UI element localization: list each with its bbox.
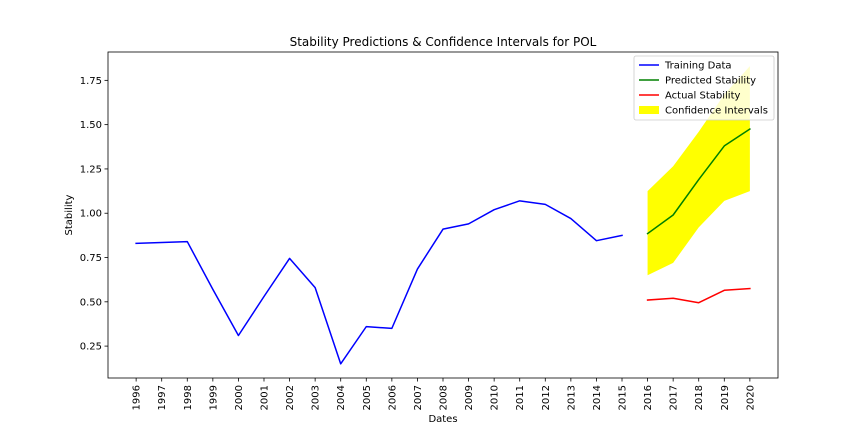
y-tick-label: 1.25 (80, 164, 102, 175)
x-tick-label: 2005 (362, 385, 373, 410)
x-tick-label: 2006 (387, 385, 398, 410)
x-tick-label: 2004 (336, 385, 347, 410)
legend-label: Confidence Intervals (665, 106, 768, 117)
x-tick-label: 1998 (183, 385, 194, 410)
y-tick-label: 1.75 (80, 76, 102, 87)
series-line-2 (646, 287, 751, 304)
x-tick-label: 2013 (566, 385, 577, 410)
x-tick-label: 2010 (490, 385, 501, 410)
y-tick-label: 0.25 (80, 342, 102, 353)
legend-box (633, 55, 775, 121)
legend-label: Predicted Stability (665, 76, 756, 87)
x-tick-label: 2007 (413, 385, 424, 410)
x-tick-label: 2018 (694, 385, 705, 410)
x-axis: 1996 1997 1998 1999 2000 2001 2002 2003 2004 2005… (132, 378, 756, 410)
x-tick-label: 2011 (515, 385, 526, 410)
x-tick-label: 2003 (311, 385, 322, 410)
x-tick-label: 2016 (643, 385, 654, 410)
x-tick-label: 2002 (285, 385, 296, 410)
series-line-1 (646, 128, 751, 235)
y-tick-label: 1.50 (80, 120, 102, 131)
x-tick-label: 2001 (259, 385, 270, 410)
legend: Training Data Predicted Stability Actual S… (633, 55, 775, 121)
y-axis: 0.25 0.50 0.75 1.00 1.25 1.50 1.75 (80, 76, 108, 353)
y-tick-label: 0.75 (80, 253, 102, 264)
y-axis-label: Stability (64, 194, 75, 235)
legend-label: Training Data (664, 61, 732, 72)
x-tick-label: 1999 (208, 385, 219, 410)
chart-title: Stability Predictions & Confidence Inter… (290, 35, 597, 49)
x-tick-label: 2014 (592, 385, 603, 410)
x-tick-label: 2008 (439, 385, 450, 410)
x-tick-label: 2009 (464, 385, 475, 410)
x-tick-label: 2020 (745, 385, 756, 410)
x-tick-label: 1997 (157, 385, 168, 410)
y-tick-label: 1.00 (80, 209, 102, 220)
legend-swatch (639, 106, 659, 114)
x-tick-label: 2000 (234, 385, 245, 410)
x-tick-label: 2019 (720, 385, 731, 410)
x-tick-label: 1996 (132, 385, 143, 410)
legend-label: Actual Stability (665, 91, 741, 102)
x-tick-label: 2012 (541, 385, 552, 410)
series-lines-layer (135, 128, 751, 365)
x-axis-label: Dates (428, 414, 457, 425)
x-tick-label: 2017 (669, 385, 680, 410)
y-tick-label: 0.50 (80, 297, 102, 308)
series-line-0 (135, 200, 623, 365)
x-tick-label: 2015 (618, 385, 629, 410)
